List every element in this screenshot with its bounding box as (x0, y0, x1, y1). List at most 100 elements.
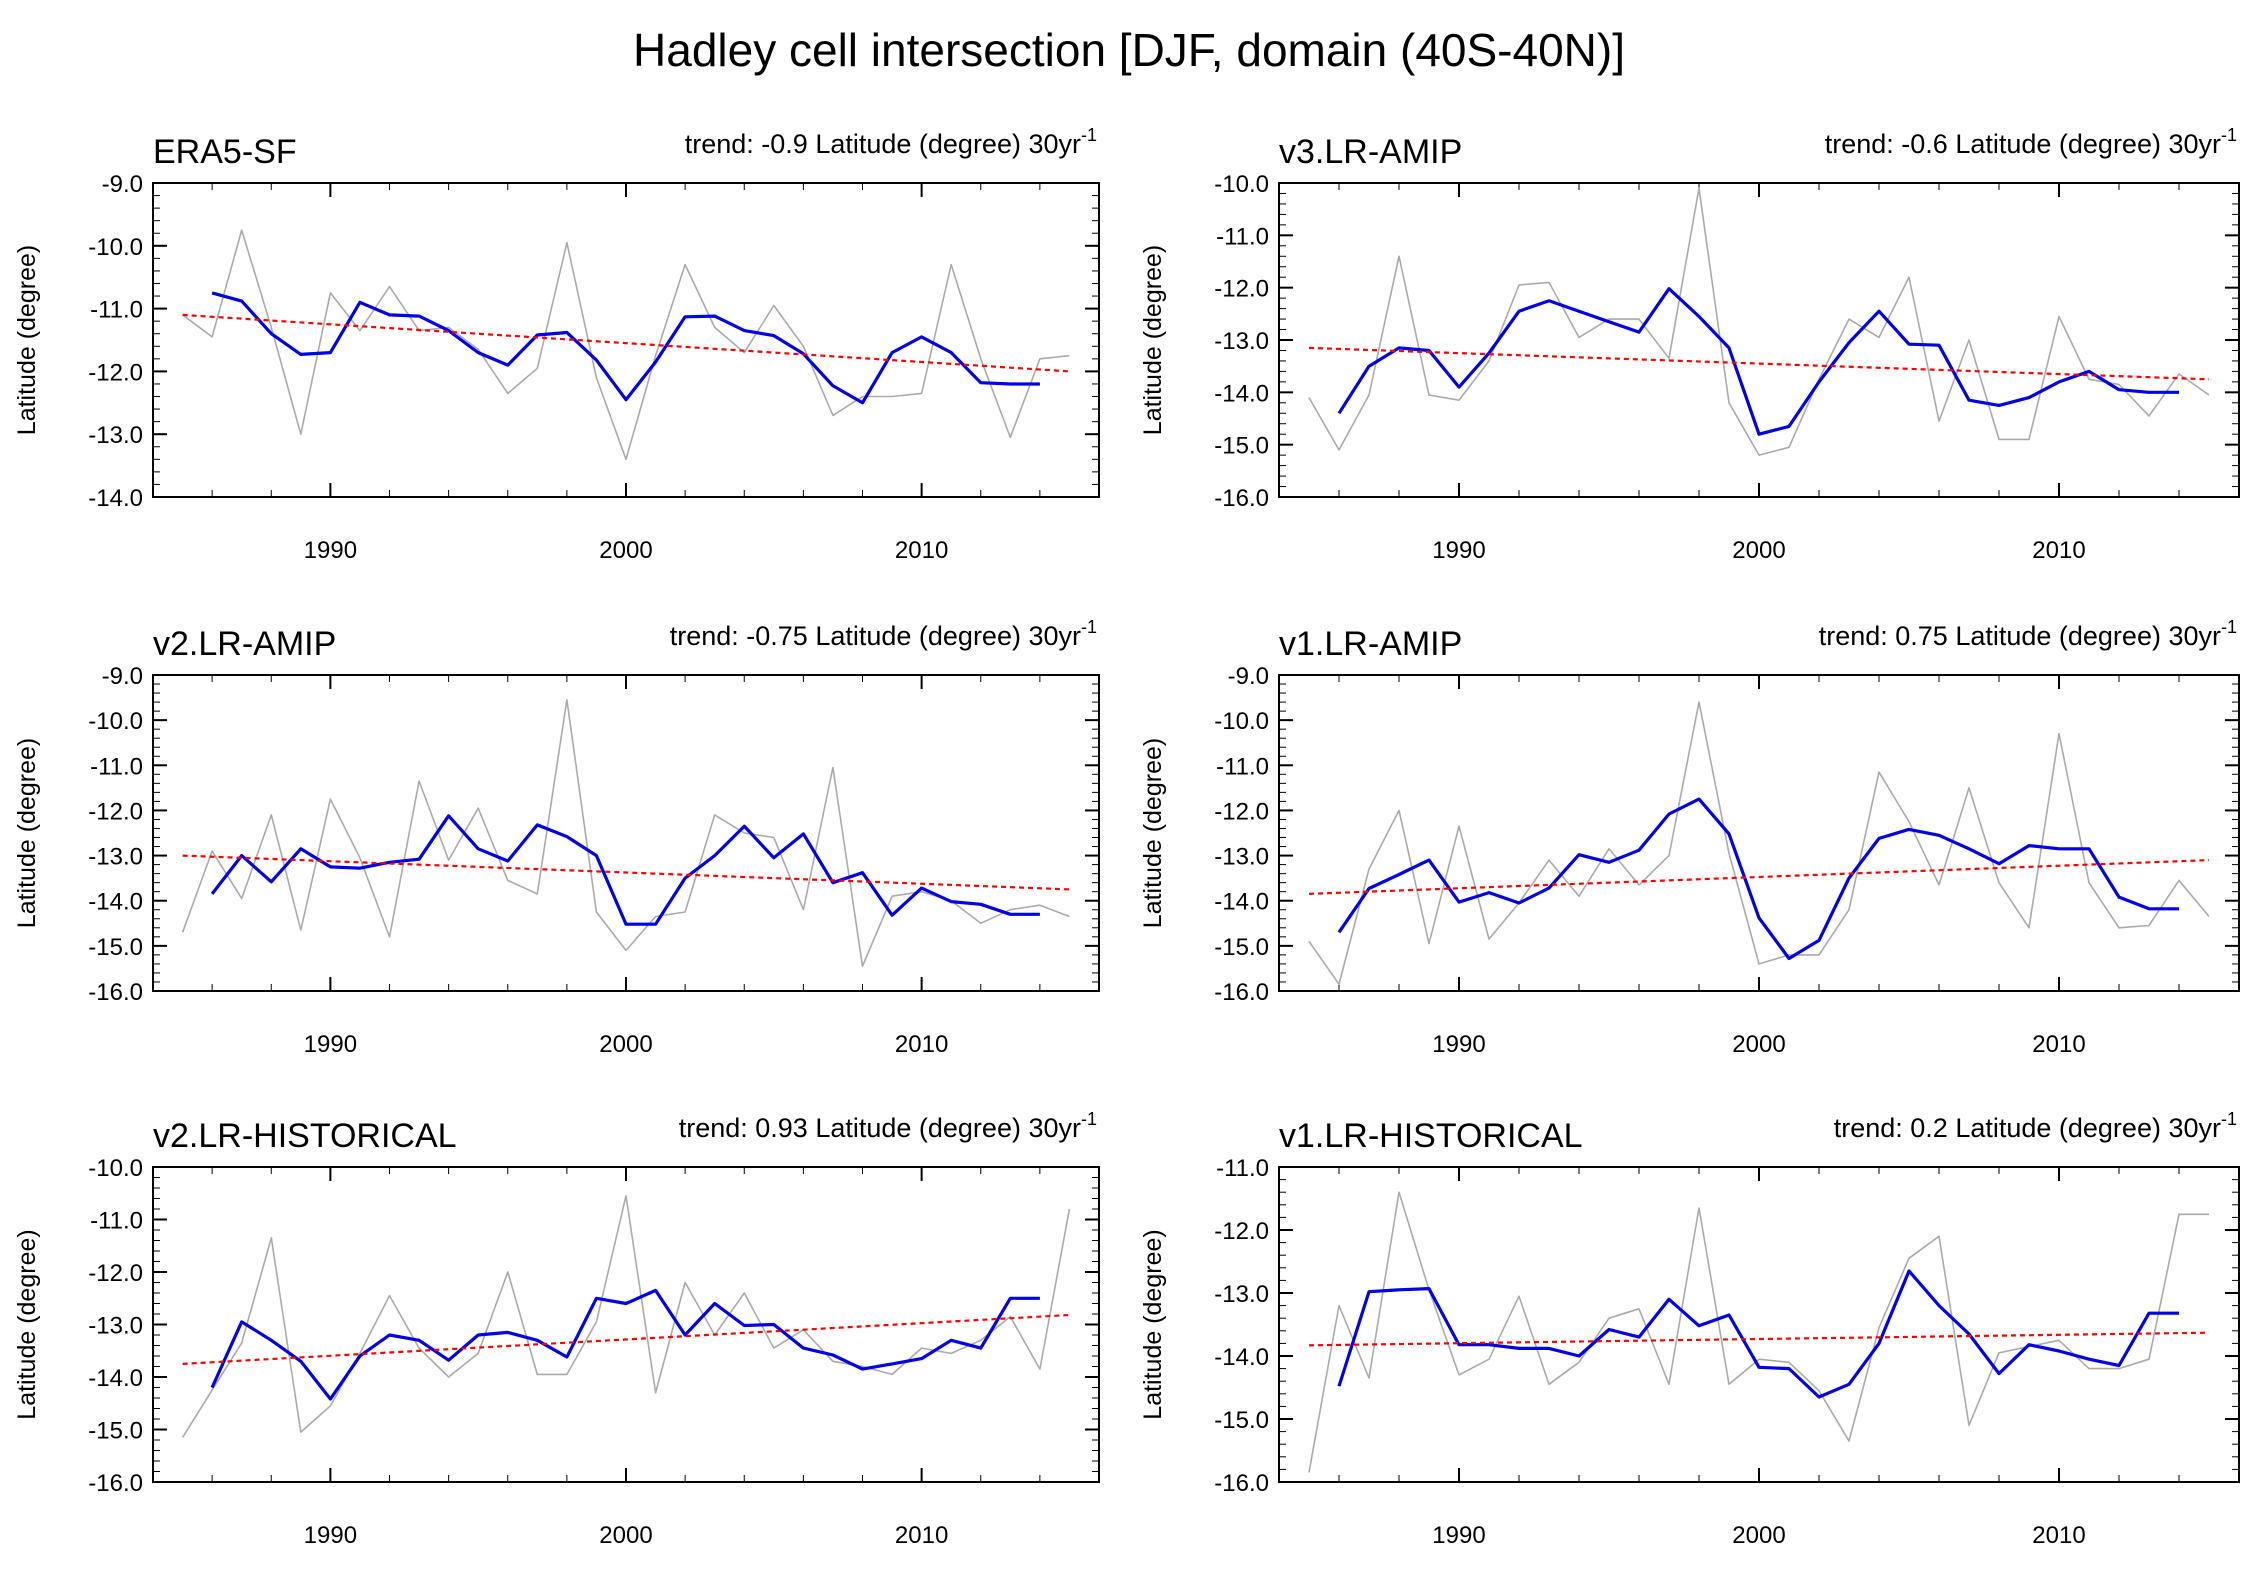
series-smoothed (210, 814, 1040, 926)
plot-frame (152, 674, 1100, 992)
x-tick-label: 2000 (1732, 1031, 1785, 1058)
trend-text: trend: 0.75 Latitude (degree) 30yr (1819, 621, 2221, 651)
panel-6: v1.LR-HISTORICAL trend: 0.2 Latitude (deg… (1139, 1109, 2240, 1549)
plot-frame (152, 182, 1100, 498)
y-tick-label: -14.0 (88, 889, 143, 916)
series-trend (1308, 1331, 2210, 1347)
y-tick-label: -12.0 (88, 798, 143, 825)
y-axis-label: Latitude (degree) (1139, 738, 1167, 928)
trend-superscript: -1 (1081, 125, 1097, 145)
y-tick-label: -15.0 (1214, 934, 1269, 961)
x-tick-label: 2000 (599, 1031, 652, 1058)
y-tick-label: -15.0 (88, 1418, 143, 1445)
x-tick-label: 1990 (1432, 537, 1485, 564)
y-tick-label: -16.0 (88, 979, 143, 1006)
y-tick-label: -11.0 (1216, 1155, 1269, 1182)
x-tick-label: 2000 (1732, 537, 1785, 564)
trend-text: trend: 0.93 Latitude (degree) 30yr (679, 1113, 1081, 1143)
y-tick-label: -10.0 (88, 1155, 143, 1182)
y-tick-label: -13.0 (88, 422, 143, 449)
x-tick-label: 2010 (895, 1522, 948, 1549)
figure-title: Hadley cell intersection [DJF, domain (4… (633, 24, 1625, 76)
panels: ERA5-SF trend: -0.9 Latitude (degree) 30y… (13, 125, 2240, 1549)
y-tick-label: -13.0 (88, 844, 143, 871)
y-tick-label: -12.0 (88, 1260, 143, 1287)
series-smoothed (210, 1288, 1040, 1401)
trend-label: trend: -0.75 Latitude (degree) 30yr-1 (670, 617, 1097, 651)
series-trend (182, 313, 1070, 373)
trend-superscript: -1 (2221, 617, 2237, 637)
y-axis-label: Latitude (degree) (1139, 245, 1167, 435)
panel-1: ERA5-SF trend: -0.9 Latitude (degree) 30y… (13, 125, 1100, 564)
y-axis-label: Latitude (degree) (13, 1229, 41, 1419)
panel-3: v2.LR-AMIP trend: -0.75 Latitude (degree)… (13, 617, 1100, 1058)
y-tick-label: -14.0 (1214, 1344, 1269, 1371)
trend-label: trend: 0.2 Latitude (degree) 30yr-1 (1834, 1109, 2237, 1143)
plot-frame (1278, 1166, 2240, 1483)
y-tick-label: -13.0 (1214, 1281, 1269, 1308)
trend-superscript: -1 (2221, 125, 2237, 145)
series-smoothed (1337, 287, 2179, 436)
y-tick-label: -16.0 (88, 1470, 143, 1497)
y-tick-label: -14.0 (88, 485, 143, 512)
x-tick-label: 1990 (1432, 1522, 1485, 1549)
panel-title: v2.LR-HISTORICAL (153, 1117, 457, 1155)
trend-label: trend: -0.6 Latitude (degree) 30yr-1 (1825, 125, 2237, 159)
y-tick-label: -14.0 (1214, 380, 1269, 407)
series-annual (181, 698, 1070, 968)
panel-title: ERA5-SF (153, 133, 297, 171)
trend-text: trend: -0.9 Latitude (degree) 30yr (685, 129, 1081, 159)
series-smoothed (1337, 797, 2179, 961)
x-tick-label: 2010 (2032, 1031, 2085, 1058)
y-tick-label: -11.0 (90, 1208, 143, 1235)
y-tick-label: -11.0 (90, 753, 143, 780)
y-tick-label: -10.0 (88, 708, 143, 735)
series-annual (181, 1195, 1071, 1438)
panel-5: v2.LR-HISTORICAL trend: 0.93 Latitude (de… (13, 1109, 1100, 1549)
series-annual (1308, 1191, 2209, 1473)
y-tick-label: -16.0 (1214, 485, 1269, 512)
y-tick-label: -12.0 (88, 359, 143, 386)
y-axis-label: Latitude (degree) (1139, 1229, 1167, 1419)
y-tick-label: -14.0 (1214, 889, 1269, 916)
series-annual (1308, 701, 2210, 986)
trend-text: trend: 0.2 Latitude (degree) 30yr (1834, 1113, 2221, 1143)
y-tick-label: -15.0 (88, 934, 143, 961)
y-tick-label: -15.0 (1214, 1407, 1269, 1434)
y-axis-label: Latitude (degree) (13, 738, 41, 928)
y-tick-label: -9.0 (102, 171, 143, 198)
y-tick-label: -12.0 (1214, 276, 1269, 303)
x-tick-label: 2010 (2032, 1522, 2085, 1549)
x-tick-label: 2000 (599, 537, 652, 564)
panel-title: v1.LR-HISTORICAL (1279, 1117, 1583, 1155)
y-tick-label: -10.0 (1214, 171, 1269, 198)
plot-frame (1278, 674, 2240, 992)
y-tick-label: -16.0 (1214, 979, 1269, 1006)
x-tick-label: 1990 (304, 1522, 357, 1549)
series-trend (1308, 346, 2210, 381)
y-tick-label: -11.0 (90, 297, 143, 324)
y-tick-label: -13.0 (88, 1313, 143, 1340)
plot-frame (1278, 182, 2240, 498)
x-tick-label: 2000 (599, 1522, 652, 1549)
trend-superscript: -1 (1081, 1109, 1097, 1129)
panel-title: v1.LR-AMIP (1279, 625, 1462, 663)
x-tick-label: 2010 (895, 537, 948, 564)
x-tick-label: 1990 (304, 1031, 357, 1058)
x-tick-label: 2010 (2032, 537, 2085, 564)
y-tick-label: -10.0 (88, 234, 143, 261)
series-smoothed (211, 291, 1040, 405)
trend-label: trend: -0.9 Latitude (degree) 30yr-1 (685, 125, 1097, 159)
y-tick-label: -13.0 (1214, 844, 1269, 871)
series-trend (182, 854, 1070, 891)
x-tick-label: 1990 (304, 537, 357, 564)
trend-text: trend: -0.75 Latitude (degree) 30yr (670, 621, 1081, 651)
y-axis-label: Latitude (degree) (13, 245, 41, 435)
y-tick-label: -15.0 (1214, 433, 1269, 460)
y-tick-label: -11.0 (1216, 753, 1269, 780)
panel-2: v3.LR-AMIP trend: -0.6 Latitude (degree) … (1139, 125, 2240, 564)
panel-title: v2.LR-AMIP (153, 625, 336, 663)
x-tick-label: 2010 (895, 1031, 948, 1058)
trend-label: trend: 0.75 Latitude (degree) 30yr-1 (1819, 617, 2237, 651)
